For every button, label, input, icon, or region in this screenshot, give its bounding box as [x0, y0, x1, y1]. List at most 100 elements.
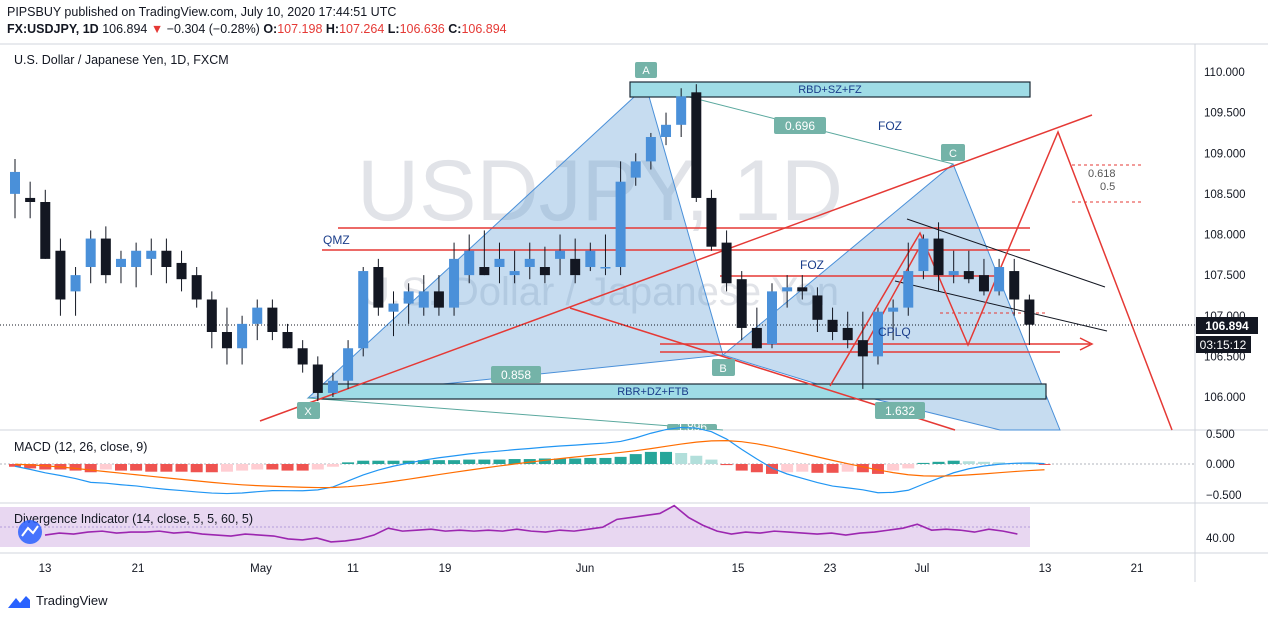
price-tick: 107.500 [1204, 270, 1246, 282]
label-a: A [635, 62, 657, 78]
brand-name: TradingView [36, 593, 108, 608]
price-tick: 108.000 [1204, 230, 1246, 242]
time-tick: 13 [39, 563, 52, 575]
chart-area[interactable]: USDJPY, 1D U.S. Dollar / Japanese Yen RB… [0, 0, 1268, 585]
time-tick: 23 [824, 563, 837, 575]
macd-bar [342, 462, 355, 464]
candle-body [100, 238, 111, 276]
close-value: 106.894 [461, 22, 507, 36]
macd-bar [84, 464, 97, 473]
candle-body [645, 137, 656, 162]
candle-body [115, 258, 126, 267]
macd-bar [114, 464, 127, 471]
down-arrow-icon: ▼ [150, 22, 164, 36]
point-a: A [642, 65, 650, 77]
candles-group [10, 84, 1035, 402]
point-x: X [304, 406, 312, 418]
macd-bar [160, 464, 173, 472]
macd-tick-1: 0.500 [1206, 429, 1235, 441]
time-tick: 21 [132, 563, 145, 575]
candle-body [221, 332, 232, 349]
candle-body [888, 307, 899, 312]
cplq-label: CPLQ [878, 325, 911, 339]
macd-bar [523, 459, 536, 464]
macd-bar [569, 458, 582, 464]
div-tick: 40.00 [1206, 533, 1235, 545]
zone-bottom-label: RBR+DZ+FTB [617, 386, 689, 398]
candle-body [237, 323, 248, 349]
candle-body [963, 271, 974, 280]
countdown-badge [1196, 336, 1251, 353]
channel-top [906, 218, 1106, 288]
qmz-label: QMZ [323, 233, 350, 247]
macd-bar [432, 460, 445, 464]
pattern-xab [306, 85, 724, 399]
candle-body [600, 267, 611, 269]
macd-histogram [9, 451, 1051, 474]
label-x: X [297, 402, 320, 419]
candle-body [661, 124, 672, 137]
xd-diag [307, 397, 724, 431]
ratio-ac: 0.696 [785, 119, 815, 133]
last-price-badge [1196, 317, 1258, 334]
macd-bar [781, 464, 794, 473]
last-price: 106.894 [102, 22, 148, 36]
candle-body [25, 197, 36, 202]
candle-body [585, 250, 596, 267]
candle-body [948, 271, 959, 276]
macd-bar [841, 464, 854, 472]
candle-body [252, 307, 263, 324]
candle-body [161, 250, 172, 267]
price-tick: 109.000 [1204, 148, 1246, 160]
candle-body [131, 250, 142, 267]
time-tick: 19 [439, 563, 452, 575]
macd-bar [1023, 463, 1036, 465]
macd-bar [599, 457, 612, 464]
time-axis: 13 21 May 11 19 Jun 15 23 Jul 13 21 [39, 563, 1144, 575]
macd-bar [977, 461, 990, 464]
projection-path [829, 129, 1173, 431]
tradingview-logo[interactable]: TradingView [8, 593, 108, 608]
candle-body [85, 238, 96, 267]
last-price-badge-text: 106.894 [1205, 319, 1249, 333]
macd-bar [947, 460, 960, 464]
candle-body [388, 303, 399, 312]
macd-bar [357, 460, 370, 464]
open-label: O: [263, 22, 278, 36]
divergence-band [0, 507, 1030, 547]
pair-title: U.S. Dollar / Japanese Yen, 1D, FXCM [14, 53, 229, 67]
publisher-line: PIPSBUY published on TradingView.com, Ju… [7, 5, 397, 19]
macd-bar [735, 464, 748, 471]
candle-body [767, 291, 777, 345]
macd-bar [962, 461, 975, 464]
candle-body [872, 311, 883, 357]
macd-bar [145, 464, 158, 472]
symbol[interactable]: FX:USDJPY, 1D [7, 22, 99, 36]
countdown-text: 03:15:12 [1200, 338, 1247, 352]
channel-bottom [894, 280, 1108, 332]
candle-body [206, 299, 217, 332]
divergence-title: Divergence Indicator (14, close, 5, 5, 6… [14, 512, 253, 526]
time-tick: 11 [347, 563, 359, 575]
foz-top-label: FOZ [878, 119, 902, 133]
macd-bar [584, 457, 597, 464]
candle-body [842, 327, 853, 341]
macd-bar [614, 456, 627, 464]
candle-body [978, 275, 989, 292]
macd-line [14, 426, 1045, 495]
candle-body [918, 238, 929, 272]
fib-5-label: 0.5 [1100, 181, 1115, 193]
open-value: 107.198 [277, 22, 323, 36]
macd-bar [99, 464, 112, 470]
candle-body [555, 250, 566, 259]
candle-body [327, 380, 338, 393]
macd-bar [175, 464, 188, 472]
symbol-quote-line: FX:USDJPY, 1D 106.894 ▼ −0.304 (−0.28%) … [7, 22, 507, 36]
macd-bar [629, 454, 642, 464]
macd-bar [554, 458, 567, 464]
macd-bar [130, 464, 143, 471]
macd-bar [387, 460, 400, 464]
macd-bar [493, 459, 506, 464]
macd-bar [644, 451, 657, 464]
candle-body [464, 250, 475, 276]
